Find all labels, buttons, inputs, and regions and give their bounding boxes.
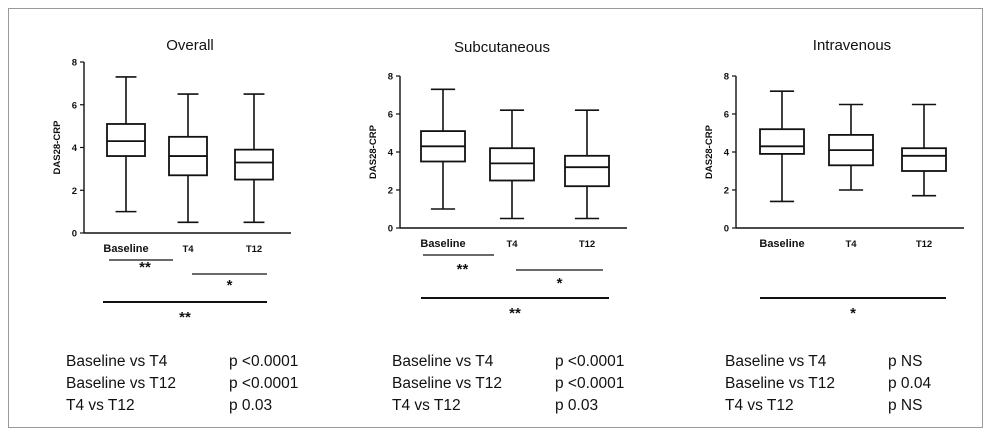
y-tick-label: 4	[388, 148, 394, 159]
p-value: p <0.0001	[555, 353, 625, 370]
p-value: p <0.0001	[229, 353, 299, 370]
y-axis-label: DAS28-CRP	[368, 124, 379, 179]
box-iqr	[106, 123, 146, 157]
p-value-row: T4 vs T12 p 0.03	[392, 395, 624, 417]
significance-marker: *	[557, 275, 563, 292]
significance-marker: **	[139, 259, 151, 276]
p-value-row: Baseline vs T4 p NS	[725, 351, 931, 373]
comparison-label: Baseline vs T4	[725, 353, 827, 370]
comparison-label: T4 vs T12	[392, 397, 461, 414]
x-category-label: T12	[579, 239, 595, 250]
box-iqr	[234, 148, 274, 181]
box-iqr	[901, 147, 947, 172]
y-tick-label: 2	[724, 186, 729, 197]
box-t12	[234, 93, 274, 224]
p-value: p <0.0001	[229, 375, 299, 392]
box-t12	[901, 103, 947, 197]
figure-frame	[8, 8, 983, 428]
p-value-table: Baseline vs T4 p <0.0001 Baseline vs T12 p …	[392, 351, 624, 417]
p-value-table: Baseline vs T4 p <0.0001 Baseline vs T12 p …	[66, 351, 298, 417]
p-value-row: Baseline vs T4 p <0.0001	[392, 351, 624, 373]
box-baseline	[420, 88, 466, 210]
chart-title: Overall	[166, 37, 214, 54]
x-category-label: T4	[845, 239, 857, 250]
y-axis-label: DAS28-CRP	[704, 124, 715, 179]
p-value-row: T4 vs T12 p 0.03	[66, 395, 298, 417]
p-value-row: Baseline vs T4 p <0.0001	[66, 351, 298, 373]
significance-marker: **	[179, 309, 191, 326]
x-category-label: Baseline	[103, 243, 148, 255]
box-baseline	[106, 76, 146, 213]
box-t4	[168, 93, 208, 224]
y-tick-label: 8	[388, 72, 393, 83]
box-iqr	[489, 147, 535, 182]
y-tick-label: 0	[388, 224, 393, 235]
p-value: p NS	[888, 353, 923, 370]
y-tick-label: 8	[72, 58, 77, 69]
comparison-label: Baseline vs T12	[66, 375, 176, 392]
p-value: p <0.0001	[555, 375, 625, 392]
significance-marker: *	[850, 305, 856, 322]
chart-title: Intravenous	[813, 37, 891, 54]
x-category-label: T12	[916, 239, 932, 250]
x-category-label: T4	[506, 239, 518, 250]
significance-marker: *	[227, 277, 233, 294]
y-tick-label: 2	[388, 186, 393, 197]
significance-marker: **	[457, 261, 469, 278]
p-value: p NS	[888, 397, 923, 414]
comparison-label: T4 vs T12	[66, 397, 135, 414]
chart-panel-2: Subcutaneous 0 2 4 6 8 DAS28-CRP Baseline T4 T12 *…	[368, 39, 627, 322]
p-value-table: Baseline vs T4 p NS Baseline vs T12 p 0.04 T…	[725, 351, 931, 417]
y-axis-label: DAS28-CRP	[52, 120, 63, 175]
p-value: p 0.03	[229, 397, 273, 414]
box-t4	[489, 109, 535, 220]
y-tick-label: 6	[724, 110, 729, 121]
y-tick-label: 6	[72, 100, 77, 111]
p-value-row: T4 vs T12 p NS	[725, 395, 931, 417]
comparison-label: Baseline vs T12	[725, 375, 835, 392]
y-tick-label: 4	[724, 148, 730, 159]
box-iqr	[759, 128, 805, 155]
box-baseline	[759, 90, 805, 203]
y-tick-label: 4	[72, 143, 78, 154]
comparison-label: T4 vs T12	[725, 397, 794, 414]
p-value: p 0.03	[555, 397, 599, 414]
significance-marker: **	[509, 305, 521, 322]
p-value-row: Baseline vs T12 p 0.04	[725, 373, 931, 395]
y-tick-label: 0	[724, 224, 729, 235]
p-value-row: Baseline vs T12 p <0.0001	[392, 373, 624, 395]
y-tick-label: 2	[72, 186, 77, 197]
y-tick-label: 8	[724, 72, 729, 83]
y-tick-label: 0	[72, 229, 77, 240]
p-value: p 0.04	[888, 375, 932, 392]
x-category-label: Baseline	[759, 238, 804, 250]
x-category-label: T4	[182, 244, 194, 255]
p-value-row: Baseline vs T12 p <0.0001	[66, 373, 298, 395]
x-category-label: T12	[246, 244, 262, 255]
comparison-label: Baseline vs T4	[66, 353, 168, 370]
box-iqr	[564, 154, 610, 188]
x-category-label: Baseline	[420, 238, 465, 250]
chart-title: Subcutaneous	[454, 39, 550, 56]
y-tick-label: 6	[388, 110, 393, 121]
box-t4	[828, 103, 874, 191]
comparison-label: Baseline vs T12	[392, 375, 502, 392]
chart-panel-3: Intravenous 0 2 4 6 8 DAS28-CRP Baseline T4 T12 *	[704, 37, 964, 322]
comparison-label: Baseline vs T4	[392, 353, 494, 370]
box-t12	[564, 109, 610, 220]
